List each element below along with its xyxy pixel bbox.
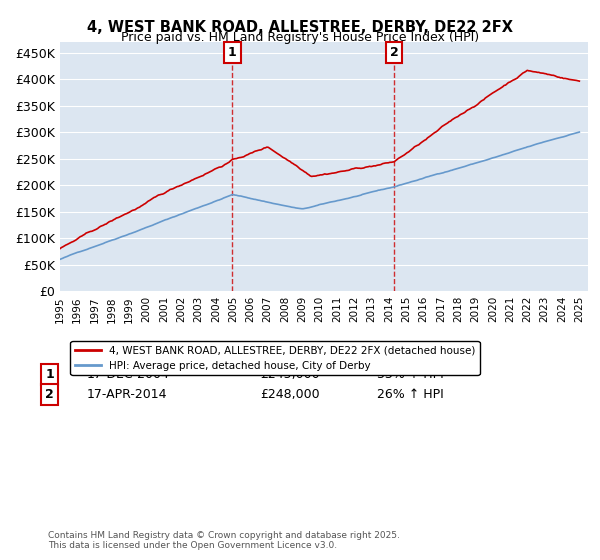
Text: 4, WEST BANK ROAD, ALLESTREE, DERBY, DE22 2FX: 4, WEST BANK ROAD, ALLESTREE, DERBY, DE2… [87,20,513,35]
Text: 1: 1 [228,46,237,59]
Text: 1: 1 [45,368,54,381]
Text: £245,000: £245,000 [260,368,320,381]
Text: 26% ↑ HPI: 26% ↑ HPI [377,388,443,401]
Text: 33% ↑ HPI: 33% ↑ HPI [377,368,443,381]
Text: £248,000: £248,000 [260,388,320,401]
Text: Contains HM Land Registry data © Crown copyright and database right 2025.
This d: Contains HM Land Registry data © Crown c… [48,530,400,550]
Text: 2: 2 [389,46,398,59]
Text: 17-DEC-2004: 17-DEC-2004 [86,368,169,381]
Text: 17-APR-2014: 17-APR-2014 [86,388,167,401]
Text: Price paid vs. HM Land Registry's House Price Index (HPI): Price paid vs. HM Land Registry's House … [121,31,479,44]
Legend: 4, WEST BANK ROAD, ALLESTREE, DERBY, DE22 2FX (detached house), HPI: Average pri: 4, WEST BANK ROAD, ALLESTREE, DERBY, DE2… [70,341,479,375]
Text: 2: 2 [45,388,54,401]
